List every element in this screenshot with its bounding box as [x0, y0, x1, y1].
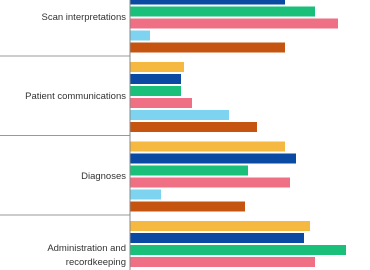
bar	[130, 0, 285, 5]
bar	[130, 201, 245, 212]
bar	[130, 6, 315, 17]
bar	[130, 177, 290, 188]
bar	[130, 233, 304, 243]
bar	[130, 153, 296, 164]
bar	[130, 30, 150, 41]
bar	[130, 165, 248, 176]
category-label: Diagnoses	[81, 170, 126, 182]
category-label: Scan interpretations	[41, 11, 127, 23]
bar	[130, 18, 338, 29]
category-label: Administration and recordkeeping	[47, 243, 126, 268]
bar	[130, 98, 192, 108]
bar	[130, 221, 310, 231]
bar	[130, 257, 315, 267]
bar	[130, 86, 181, 96]
bar	[130, 42, 285, 53]
bar	[130, 62, 184, 72]
bar	[130, 189, 161, 200]
bar	[130, 245, 346, 255]
bar	[130, 141, 285, 152]
bar	[130, 122, 257, 132]
bar	[130, 110, 229, 120]
bar	[130, 74, 181, 84]
category-label: Patient communications	[25, 91, 126, 102]
